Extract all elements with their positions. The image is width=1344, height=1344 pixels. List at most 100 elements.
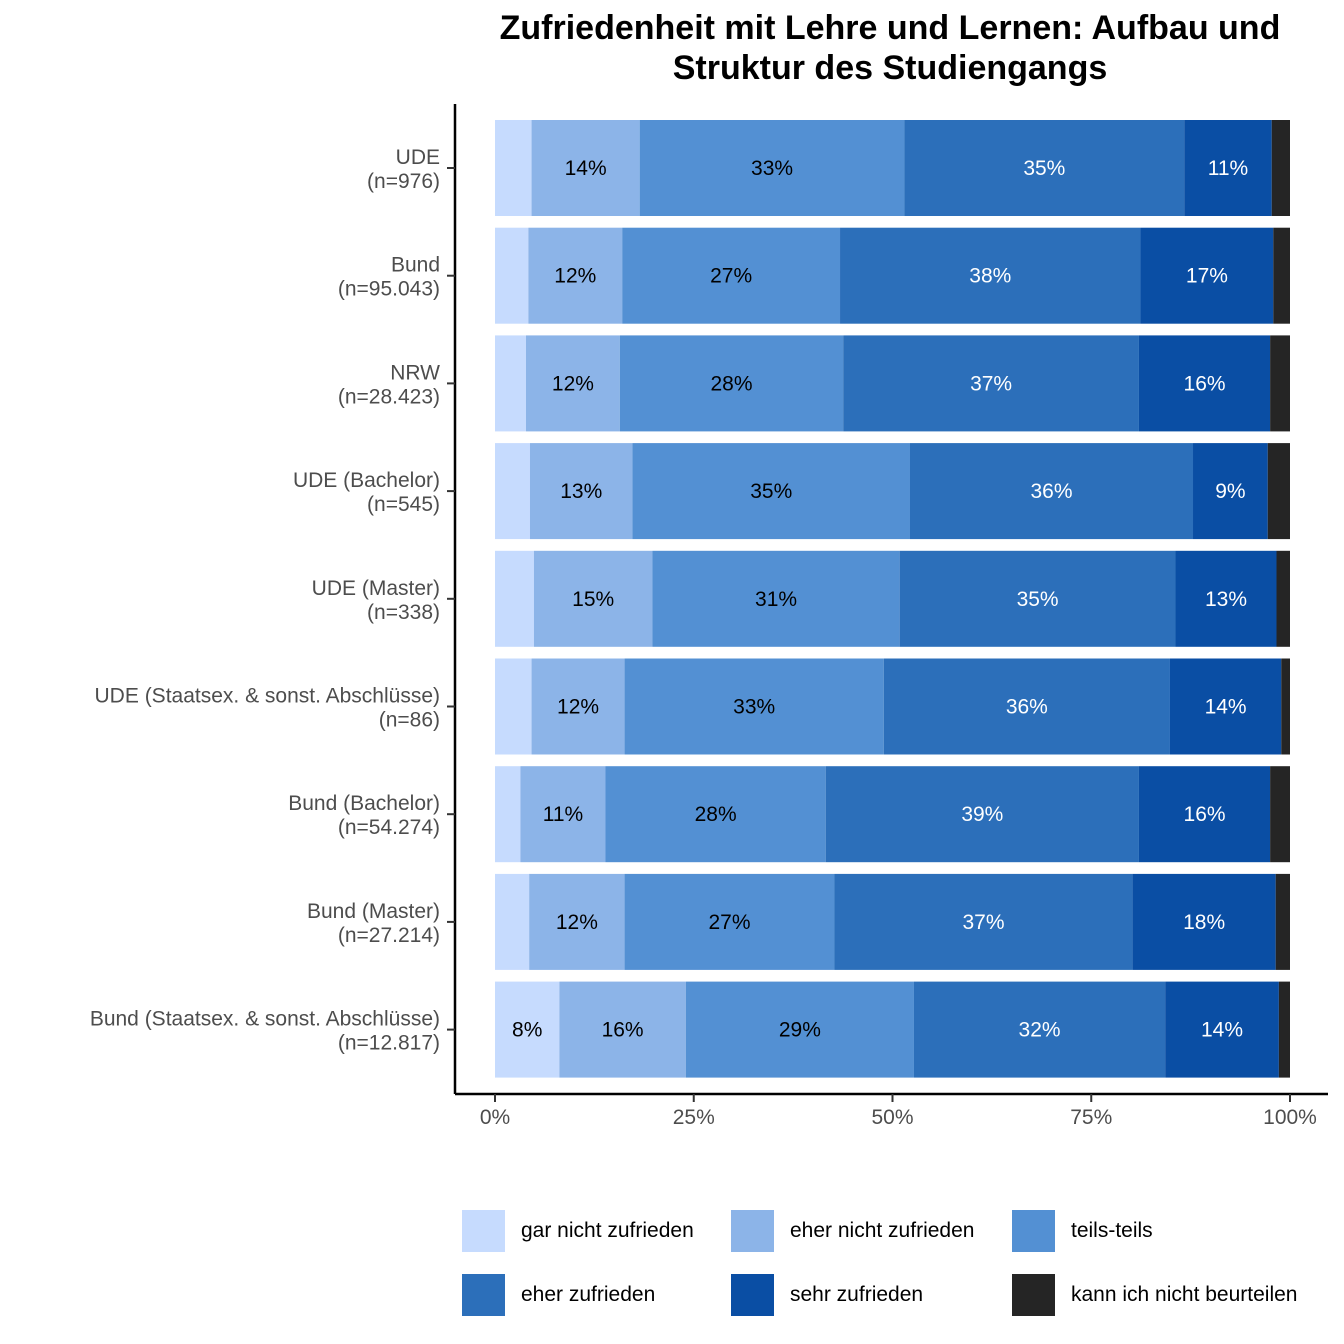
bar-segment xyxy=(1270,335,1290,432)
data-label: 27% xyxy=(710,265,752,288)
bar-segment xyxy=(495,227,529,324)
data-label: 13% xyxy=(1205,588,1247,611)
bar-segment xyxy=(495,550,534,647)
legend-label: eher zufrieden xyxy=(521,1283,656,1306)
bar-segment xyxy=(652,550,900,647)
data-label: 12% xyxy=(557,696,599,719)
segment-labels-layer: 14% 33% 35% 11% 12% 27% 38% 17% 12% 28% 37% 16% 13% 3… xyxy=(512,157,1248,1042)
data-label: 33% xyxy=(733,696,775,719)
bar-segment xyxy=(883,658,1170,755)
bar-segment xyxy=(529,873,625,970)
legend-swatch xyxy=(731,1210,774,1252)
data-label: 17% xyxy=(1186,265,1228,288)
bar-segment xyxy=(825,766,1139,863)
category-label: UDE (Master) (n=338) xyxy=(312,577,440,624)
x-tick-label: 50% xyxy=(871,1106,913,1129)
data-label: 38% xyxy=(969,265,1011,288)
data-label: 39% xyxy=(961,803,1003,826)
bar-segment xyxy=(1281,658,1290,755)
data-label: 33% xyxy=(751,157,793,180)
category-label: Bund (Master) (n=27.214) xyxy=(307,900,440,947)
data-label: 15% xyxy=(572,588,614,611)
category-label: Bund (n=95.043) xyxy=(338,254,440,301)
data-label: 37% xyxy=(970,372,1012,395)
data-label: 18% xyxy=(1183,911,1225,934)
bar-segment xyxy=(531,658,625,755)
bar-segment xyxy=(624,873,835,970)
bar-segment xyxy=(605,766,826,863)
bar-segment xyxy=(904,120,1185,216)
bar-segment xyxy=(843,335,1139,432)
bar-segment xyxy=(1169,658,1282,755)
bar-segment xyxy=(526,335,620,432)
bar-segment xyxy=(632,443,910,540)
bar-segment xyxy=(1165,981,1279,1078)
bar-segment xyxy=(639,120,905,216)
bar-segment xyxy=(1270,766,1290,863)
category-label: Bund (Staatsex. & sonst. Abschlüsse) (n=1… xyxy=(90,1008,440,1055)
bar-segment xyxy=(1278,981,1290,1078)
data-label: 9% xyxy=(1215,480,1245,503)
data-label: 35% xyxy=(750,480,792,503)
bar-segment xyxy=(495,335,527,432)
bar-segment xyxy=(1275,873,1290,970)
bar-segment xyxy=(1132,873,1276,970)
bar-segment xyxy=(520,766,606,863)
category-label: UDE (Bachelor) (n=545) xyxy=(293,469,440,516)
category-label: UDE (Staatsex. & sonst. Abschlüsse) (n=86… xyxy=(95,685,440,732)
bar-segment xyxy=(533,550,653,647)
bar-segment xyxy=(495,443,530,540)
x-axis-layer: 0% 25% 50% 75% 100% xyxy=(480,1094,1317,1129)
bar-segment xyxy=(495,981,560,1078)
legend-swatch xyxy=(462,1274,505,1316)
data-label: 13% xyxy=(560,480,602,503)
legend: gar nicht zufrieden eher nicht zufrieden… xyxy=(462,1210,1342,1330)
data-label: 11% xyxy=(543,803,583,826)
data-label: 8% xyxy=(512,1019,542,1042)
data-label: 31% xyxy=(755,588,797,611)
legend-swatch xyxy=(462,1210,505,1252)
bar-segment xyxy=(1193,443,1268,540)
x-tick-label: 75% xyxy=(1070,1106,1112,1129)
bar-segment xyxy=(1267,443,1290,540)
x-tick-label: 0% xyxy=(480,1106,510,1129)
data-label: 27% xyxy=(709,911,751,934)
bar-segment xyxy=(1175,550,1277,647)
x-tick-label: 100% xyxy=(1263,1106,1317,1129)
bar-segment xyxy=(834,873,1133,970)
data-label: 28% xyxy=(710,372,752,395)
data-label: 36% xyxy=(1030,480,1072,503)
bar-segment xyxy=(622,227,841,324)
bar-segment xyxy=(840,227,1141,324)
bar-segment xyxy=(1138,335,1271,432)
bar-segment xyxy=(913,981,1166,1078)
data-label: 11% xyxy=(1208,157,1248,180)
data-label: 28% xyxy=(695,803,737,826)
bar-segment xyxy=(1276,550,1290,647)
bar-segment xyxy=(1184,120,1272,216)
bar-segment xyxy=(1140,227,1274,324)
category-label: Bund (Bachelor) (n=54.274) xyxy=(288,792,440,839)
data-label: 35% xyxy=(1017,588,1059,611)
bar-segment xyxy=(495,658,532,755)
data-label: 29% xyxy=(779,1019,821,1042)
bar-segment xyxy=(495,120,532,216)
data-label: 12% xyxy=(554,265,596,288)
data-label: 14% xyxy=(565,157,607,180)
bar-segment xyxy=(624,658,884,755)
legend-swatch xyxy=(731,1274,774,1316)
category-label: UDE (n=976) xyxy=(367,146,440,193)
data-label: 37% xyxy=(963,911,1005,934)
bar-segment xyxy=(559,981,686,1078)
bar-segment xyxy=(528,227,623,324)
bar-segment xyxy=(1138,766,1271,863)
legend-label: teils-teils xyxy=(1071,1219,1153,1242)
bar-segment xyxy=(529,443,633,540)
y-axis-layer: UDE (n=976) Bund (n=95.043) NRW (n=28.423) UDE… xyxy=(90,146,455,1055)
legend-label: sehr zufrieden xyxy=(790,1283,924,1306)
legend-label: kann ich nicht beurteilen xyxy=(1071,1283,1298,1306)
data-label: 14% xyxy=(1205,696,1247,719)
data-label: 16% xyxy=(1184,803,1226,826)
bar-segment xyxy=(1273,227,1290,324)
